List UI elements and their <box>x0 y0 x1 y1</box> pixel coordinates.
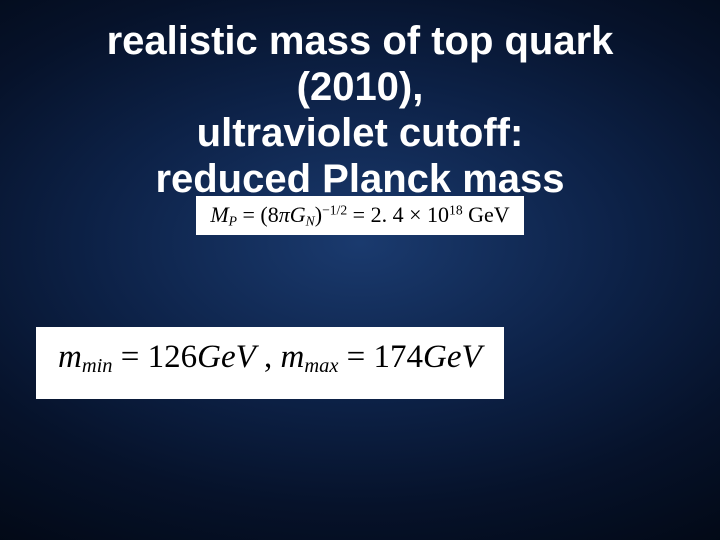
var-M: M <box>210 202 228 227</box>
title-line-3: ultraviolet cutoff: <box>197 111 524 155</box>
sub-P: P <box>229 213 237 228</box>
sub-N: N <box>306 213 315 228</box>
sub-min: min <box>82 356 113 378</box>
unit-gev-1: GeV <box>197 339 256 375</box>
pi: π <box>279 202 290 227</box>
mass-formula-row: mmin = 126GeV , mmax = 174GeV <box>36 327 720 398</box>
close-paren: ) <box>315 202 322 227</box>
planck-formula-row: MP = (8πGN)−1/2 = 2. 4 × 1018 GeV <box>0 196 720 235</box>
separator-comma: , <box>256 339 281 375</box>
var-m-min: m <box>58 339 82 375</box>
exp-18: 18 <box>449 203 463 218</box>
eq-value: = 2. 4 × 10 <box>347 202 449 227</box>
eq-126: = 126 <box>113 339 198 375</box>
sub-max: max <box>304 356 338 378</box>
var-m-max: m <box>281 339 305 375</box>
planck-formula-box: MP = (8πGN)−1/2 = 2. 4 × 1018 GeV <box>196 196 523 235</box>
slide-title: realistic mass of top quark (2010), ultr… <box>0 0 720 202</box>
eq-open: = (8 <box>237 202 279 227</box>
unit-gev: GeV <box>468 202 510 227</box>
eq-174: = 174 <box>338 339 423 375</box>
var-G: G <box>290 202 306 227</box>
title-line-1: realistic mass of top quark <box>107 19 614 63</box>
title-line-2: (2010), <box>297 65 424 109</box>
exp-neg-half: −1/2 <box>322 203 347 218</box>
mass-formula-box: mmin = 126GeV , mmax = 174GeV <box>36 327 504 398</box>
title-line-4: reduced Planck mass <box>155 157 564 201</box>
unit-gev-2: GeV <box>423 339 482 375</box>
